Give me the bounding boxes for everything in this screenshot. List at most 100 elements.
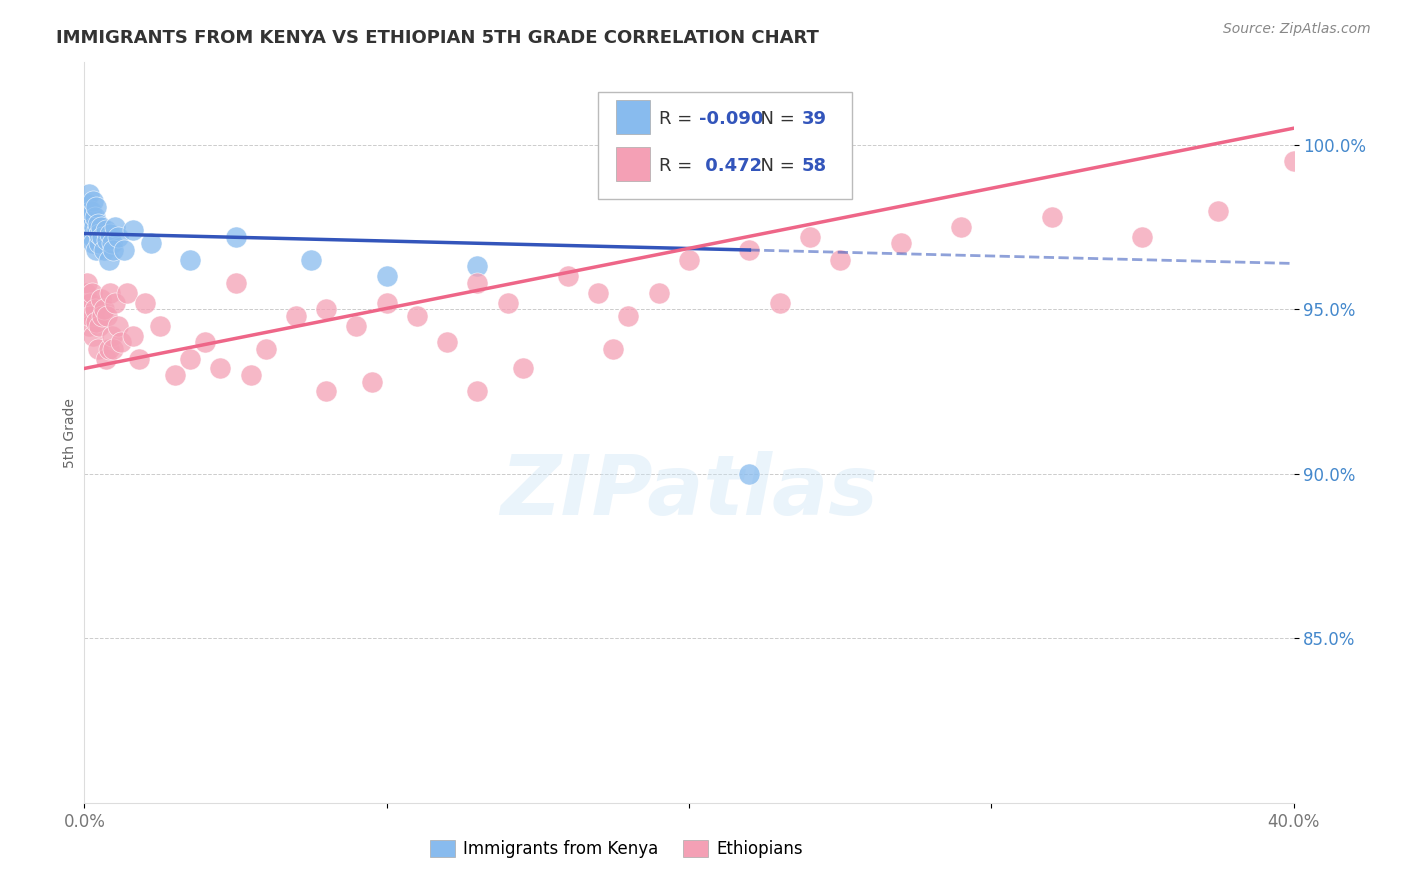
- Text: -0.090: -0.090: [699, 110, 763, 128]
- Point: [80, 203, 103, 218]
- FancyBboxPatch shape: [599, 92, 852, 200]
- Text: 58: 58: [801, 157, 827, 175]
- Point: [100, 236, 122, 251]
- Text: IMMIGRANTS FROM KENYA VS ETHIOPIAN 5TH GRADE CORRELATION CHART: IMMIGRANTS FROM KENYA VS ETHIOPIAN 5TH G…: [56, 29, 820, 46]
- Point: [86, 315, 108, 329]
- Point: [194, 335, 217, 350]
- Point: [87, 236, 110, 251]
- Point: [75, 203, 97, 218]
- Point: [82, 236, 104, 251]
- Point: [799, 230, 821, 244]
- Point: [101, 342, 124, 356]
- Point: [77, 210, 100, 224]
- Point: [139, 236, 162, 251]
- Point: [82, 328, 104, 343]
- Point: [179, 252, 201, 267]
- Point: [76, 302, 98, 317]
- Point: [950, 219, 973, 234]
- Point: [82, 194, 104, 208]
- Point: [375, 269, 398, 284]
- Text: Source: ZipAtlas.com: Source: ZipAtlas.com: [1223, 22, 1371, 37]
- Point: [96, 309, 118, 323]
- Point: [225, 276, 247, 290]
- Point: [107, 318, 129, 333]
- Point: [98, 285, 121, 300]
- Point: [467, 260, 489, 274]
- Point: [89, 318, 111, 333]
- Text: N =: N =: [749, 157, 801, 175]
- Point: [602, 342, 624, 356]
- Point: [239, 368, 262, 382]
- Point: [134, 295, 156, 310]
- Y-axis label: 5th Grade: 5th Grade: [63, 398, 77, 467]
- Point: [90, 219, 112, 234]
- Point: [617, 309, 640, 323]
- Point: [84, 210, 107, 224]
- Point: [738, 243, 761, 257]
- Point: [87, 342, 110, 356]
- Point: [84, 200, 107, 214]
- Point: [360, 375, 382, 389]
- Point: [1132, 230, 1154, 244]
- Point: [83, 219, 105, 234]
- Point: [86, 243, 108, 257]
- Point: [80, 285, 103, 300]
- Point: [76, 197, 98, 211]
- Point: [80, 230, 103, 244]
- Point: [830, 252, 852, 267]
- Point: [436, 335, 458, 350]
- Point: [91, 309, 114, 323]
- Point: [149, 318, 172, 333]
- Point: [87, 217, 110, 231]
- Text: 39: 39: [801, 110, 827, 128]
- Point: [496, 295, 519, 310]
- Point: [101, 243, 124, 257]
- Point: [346, 318, 368, 333]
- Text: 0.472: 0.472: [699, 157, 762, 175]
- Point: [225, 230, 247, 244]
- Text: R =: R =: [659, 110, 697, 128]
- Point: [128, 351, 150, 366]
- Point: [1282, 154, 1305, 169]
- Point: [1206, 203, 1229, 218]
- Text: N =: N =: [749, 110, 801, 128]
- Point: [121, 328, 143, 343]
- Point: [76, 219, 98, 234]
- Point: [79, 309, 101, 323]
- Point: [769, 295, 792, 310]
- Point: [209, 361, 232, 376]
- Point: [406, 309, 429, 323]
- Point: [100, 328, 122, 343]
- Point: [254, 342, 277, 356]
- Point: [79, 227, 101, 241]
- Point: [107, 230, 129, 244]
- Point: [79, 295, 101, 310]
- Point: [94, 223, 117, 237]
- Point: [588, 285, 610, 300]
- Point: [79, 210, 101, 224]
- Point: [91, 230, 114, 244]
- Point: [77, 187, 100, 202]
- Legend: Immigrants from Kenya, Ethiopians: Immigrants from Kenya, Ethiopians: [423, 833, 810, 865]
- Point: [467, 384, 489, 399]
- Point: [77, 318, 100, 333]
- Point: [104, 219, 127, 234]
- Point: [98, 227, 121, 241]
- Point: [96, 233, 118, 247]
- FancyBboxPatch shape: [616, 101, 650, 134]
- Point: [75, 285, 97, 300]
- Point: [112, 243, 135, 257]
- Point: [315, 384, 337, 399]
- Point: [179, 351, 201, 366]
- Point: [115, 285, 138, 300]
- Point: [678, 252, 700, 267]
- Point: [93, 302, 115, 317]
- Point: [86, 223, 108, 237]
- Point: [84, 302, 107, 317]
- FancyBboxPatch shape: [616, 147, 650, 181]
- Point: [738, 467, 761, 481]
- Text: ZIPatlas: ZIPatlas: [501, 451, 877, 533]
- Point: [90, 293, 112, 307]
- Point: [285, 309, 308, 323]
- Point: [467, 276, 489, 290]
